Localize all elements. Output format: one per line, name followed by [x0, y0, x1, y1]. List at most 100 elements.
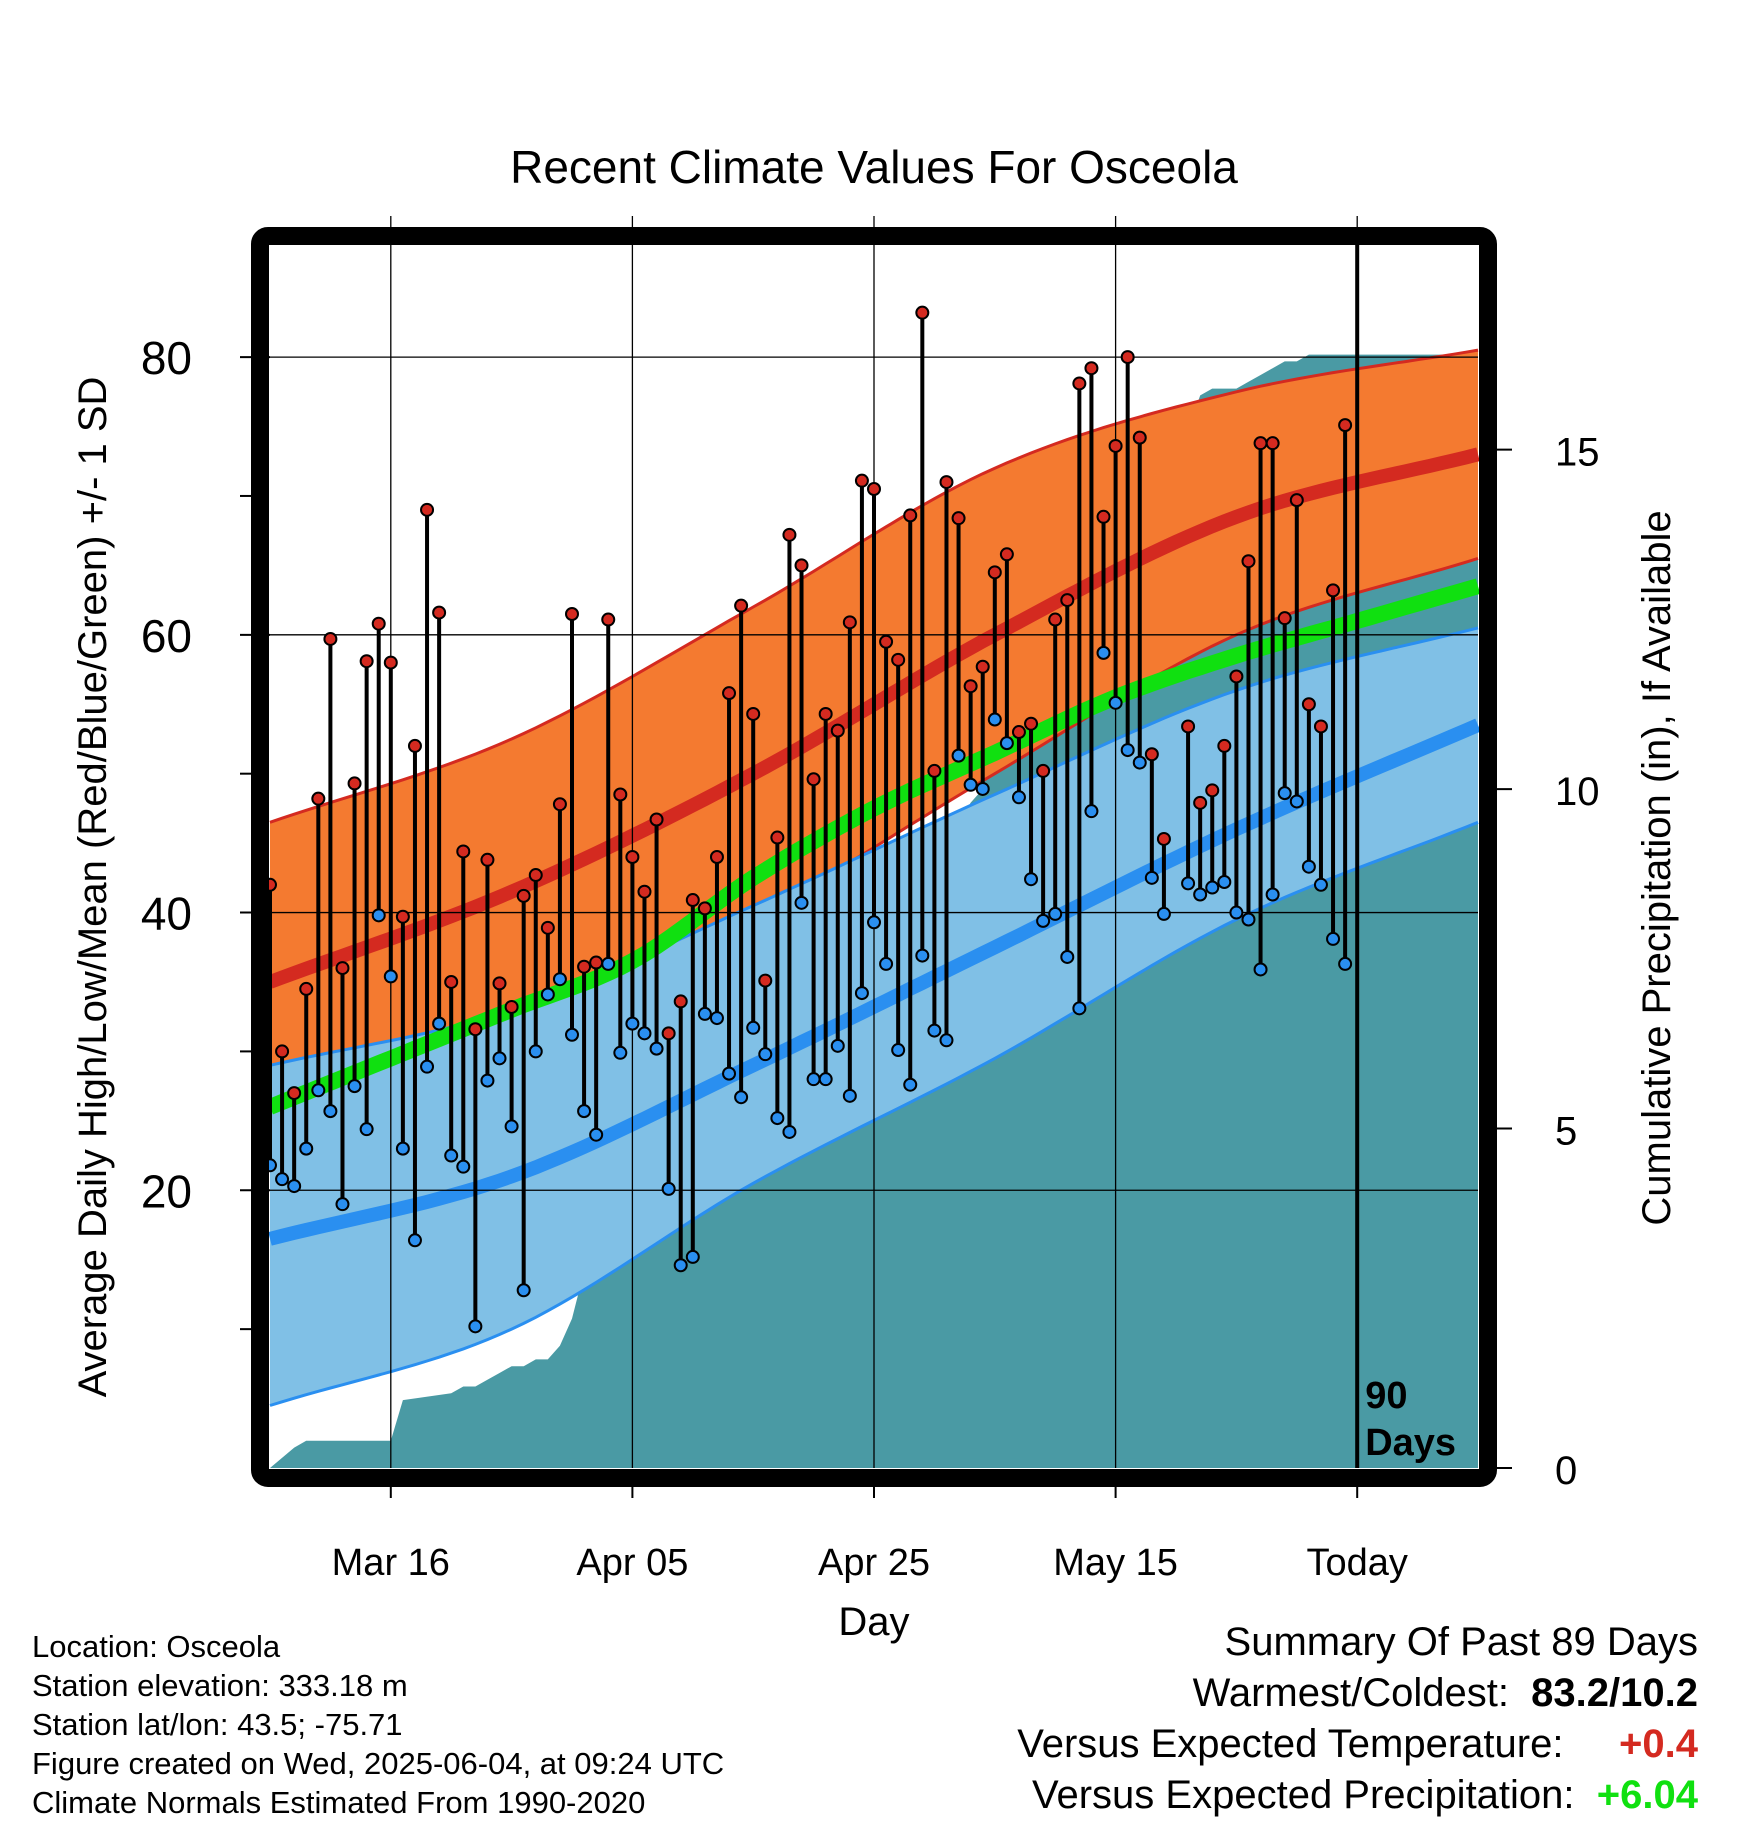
daily-low-point — [1277, 786, 1292, 801]
daily-low-point — [1289, 794, 1304, 809]
daily-low-point — [311, 1083, 326, 1098]
axes-layer: 20 40 60 80 0 5 10 15 Mar 16 Apr 05 Apr 25 May 15 To… — [71, 332, 1679, 1584]
daily-low-point — [565, 1027, 579, 1042]
daily-low-point — [420, 1059, 435, 1074]
daily-high-point — [709, 850, 724, 864]
daily-high-point — [697, 901, 712, 916]
daily-low-point — [299, 1141, 314, 1156]
daily-high-point — [323, 631, 338, 646]
daily-high-point — [347, 776, 362, 791]
daily-high-point — [939, 475, 954, 490]
daily-low-point — [770, 1111, 785, 1126]
daily-high-point — [1072, 376, 1087, 391]
daily-high-point — [407, 738, 422, 753]
daily-low-point — [371, 908, 386, 923]
daily-low-point — [806, 1072, 821, 1087]
daily-low-point — [528, 1044, 543, 1059]
daily-low-point — [1011, 790, 1026, 805]
daily-high-point — [830, 723, 845, 738]
daily-low-point — [1326, 931, 1341, 946]
x-tick-label: May 15 — [1053, 1542, 1178, 1584]
daily-low-point — [1120, 743, 1135, 758]
daily-low-point — [854, 986, 869, 1001]
daily-high-point — [867, 482, 881, 497]
daily-low-point — [601, 956, 616, 971]
daily-high-point — [637, 884, 652, 899]
daily-low-point — [685, 1249, 700, 1264]
daily-high-point — [335, 961, 350, 976]
daily-high-point — [842, 615, 857, 630]
daily-high-point — [1084, 361, 1099, 376]
y-right-tick-label: 15 — [1555, 431, 1600, 475]
daily-high-point — [1289, 493, 1304, 508]
y-right-tick-label: 5 — [1555, 1110, 1577, 1154]
meta-created: Figure created on Wed, 2025-06-04, at 09… — [32, 1746, 725, 1781]
daily-low-point — [987, 712, 1002, 727]
daily-high-point — [673, 994, 688, 1009]
daily-low-point — [540, 987, 555, 1002]
daily-low-point — [673, 1258, 688, 1273]
daily-high-point — [468, 1022, 483, 1037]
daily-high-point — [987, 565, 1002, 580]
daily-low-point — [407, 1233, 422, 1248]
daily-high-point — [782, 527, 797, 542]
summary-warmest-label: Warmest/Coldest: — [1192, 1671, 1509, 1715]
summary-precip-value: +6.04 — [1596, 1773, 1698, 1817]
daily-high-point — [1108, 438, 1123, 453]
daily-high-point — [565, 606, 579, 621]
summary-warmest-row: Warmest/Coldest: 83.2/10.2 — [1193, 1671, 1698, 1716]
daily-low-point — [287, 1179, 302, 1194]
y-right-tick-label: 0 — [1555, 1449, 1577, 1493]
y-left-axis-label: Average Daily High/Low/Mean (Red/Blue/Gr… — [71, 377, 115, 1398]
daily-low-point — [999, 736, 1014, 751]
daily-low-point — [1205, 880, 1220, 895]
daily-low-point — [939, 1033, 954, 1048]
daily-high-point — [1096, 509, 1111, 524]
daily-low-point — [432, 1016, 447, 1031]
x-tick-label: Mar 16 — [332, 1542, 450, 1584]
today-annotation-line1: 90 — [1365, 1375, 1407, 1417]
daily-low-point — [1229, 905, 1244, 920]
daily-low-point — [649, 1041, 664, 1056]
daily-low-point — [335, 1197, 350, 1212]
daily-high-point — [1277, 611, 1292, 626]
daily-low-point — [1241, 912, 1256, 927]
daily-low-point — [625, 1016, 640, 1031]
today-line-layer: 90 Days — [1355, 236, 1456, 1468]
daily-low-point — [963, 777, 978, 792]
daily-high-point — [685, 893, 700, 908]
daily-high-point — [504, 999, 519, 1014]
daily-high-point — [854, 473, 869, 488]
daily-high-point — [770, 830, 785, 845]
daily-low-point — [903, 1077, 918, 1092]
daily-high-point — [540, 920, 555, 935]
daily-high-point — [395, 909, 410, 924]
daily-high-point — [1265, 436, 1280, 451]
daily-high-point — [746, 706, 761, 721]
daily-low-point — [1156, 906, 1171, 921]
daily-low-point — [746, 1020, 761, 1035]
daily-low-point — [1313, 877, 1328, 892]
daily-low-point — [552, 972, 567, 987]
daily-high-point — [359, 654, 374, 669]
daily-high-point — [879, 634, 894, 649]
daily-low-point — [1193, 887, 1208, 902]
daily-high-point — [456, 844, 471, 859]
x-tick-label: Apr 25 — [818, 1542, 930, 1584]
daily-high-point — [963, 679, 978, 694]
daily-low-point — [1338, 956, 1353, 971]
daily-high-point — [601, 612, 616, 627]
daily-low-point — [577, 1104, 592, 1119]
daily-low-point — [1048, 906, 1063, 921]
daily-high-point — [722, 686, 737, 701]
daily-low-point — [613, 1045, 628, 1060]
today-annotation-line2: Days — [1365, 1422, 1456, 1464]
daily-high-point — [432, 605, 447, 620]
y-right-tick-label: 10 — [1555, 770, 1600, 814]
daily-high-point — [927, 763, 942, 778]
daily-low-point — [516, 1283, 531, 1298]
daily-low-point — [1217, 874, 1232, 889]
daily-high-point — [1181, 719, 1196, 734]
daily-high-point — [492, 976, 507, 991]
daily-low-point — [927, 1023, 942, 1038]
